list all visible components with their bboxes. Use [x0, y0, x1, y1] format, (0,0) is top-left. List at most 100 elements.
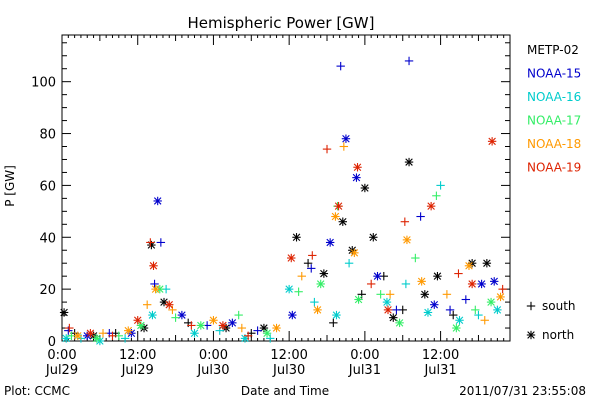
north-point: [490, 277, 499, 286]
marker-stroke: [361, 184, 369, 192]
south-point: [187, 321, 196, 330]
north-point: [92, 334, 101, 343]
south-point: [310, 297, 319, 307]
south-point: [234, 310, 243, 320]
x-tick-date-label: Jul30: [196, 363, 229, 378]
south-point: [411, 253, 420, 263]
data-points: [59, 56, 507, 346]
y-tick-label: 40: [39, 231, 56, 246]
north-point: [338, 217, 347, 226]
north-point: [292, 233, 301, 242]
marker-stroke: [403, 236, 411, 244]
legend-entry-noaa-16: NOAA-16: [527, 90, 581, 104]
north-point: [136, 321, 146, 330]
marker-stroke: [288, 311, 297, 319]
y-axis-label: P [GW]: [3, 165, 17, 207]
x-tick-date-label: Jul31: [423, 363, 456, 378]
north-point: [373, 271, 382, 281]
south-point: [385, 290, 395, 299]
south-point: [442, 290, 452, 299]
marker-stroke: [354, 295, 363, 304]
y-tick-label: 80: [39, 128, 56, 143]
north-point: [369, 233, 378, 242]
marker-stroke: [488, 137, 496, 146]
marker-stroke: [465, 262, 473, 270]
north-point: [133, 316, 142, 325]
south-point: [142, 300, 152, 309]
marker-stroke: [421, 290, 429, 299]
south-point: [108, 331, 117, 341]
marker-stroke: [383, 298, 391, 306]
south-point: [297, 271, 306, 281]
chart-title: Hemispheric Power [GW]: [188, 14, 375, 32]
marker-stroke: [405, 158, 413, 166]
marker-stroke: [74, 332, 82, 340]
north-point: [452, 323, 461, 333]
marker-stroke: [133, 316, 142, 325]
north-point: [153, 196, 162, 206]
marker-stroke: [326, 238, 334, 247]
south-point: [436, 181, 445, 190]
north-point: [360, 183, 370, 193]
marker-stroke: [313, 306, 322, 314]
marker-stroke: [124, 326, 133, 335]
north-point: [149, 261, 158, 270]
north-point: [420, 290, 430, 299]
south-point: [401, 279, 411, 289]
south-point: [432, 191, 441, 200]
marker-stroke: [287, 254, 296, 262]
north-point: [316, 279, 325, 289]
north-point: [272, 323, 281, 333]
north-point: [73, 331, 82, 341]
marker-stroke: [389, 313, 398, 322]
south-point: [322, 144, 332, 154]
marker-stroke: [190, 329, 199, 337]
y-tick-label: 60: [39, 179, 56, 194]
series-noaa-15: [64, 56, 499, 341]
north-point: [86, 329, 95, 338]
north-point: [353, 163, 362, 172]
north-point: [209, 316, 218, 325]
legend-entry-metp-02: METP-02: [527, 43, 579, 57]
north-point: [423, 308, 433, 317]
marker-legend: south north: [526, 299, 576, 342]
north-point: [486, 297, 496, 307]
north-point: [382, 297, 392, 307]
marker-stroke: [151, 285, 160, 293]
y-tick-label: 100: [31, 76, 56, 91]
marker-stroke: [352, 173, 361, 182]
y-tick-label: 20: [39, 283, 56, 298]
marker-stroke: [424, 308, 432, 317]
south-point: [480, 316, 489, 325]
marker-stroke: [339, 217, 347, 226]
x-tick-time-label: 12:00: [422, 348, 459, 363]
south-point: [366, 279, 376, 289]
marker-stroke: [228, 319, 237, 327]
marker-stroke: [527, 331, 535, 339]
south-point: [171, 313, 180, 322]
x-axis-label: Date and Time: [241, 384, 329, 398]
north-point: [331, 212, 340, 221]
north-point: [352, 173, 361, 182]
marker-stroke: [490, 277, 498, 286]
x-axis: 0:00Jul2912:00Jul290:00Jul3012:00Jul300:…: [45, 35, 511, 378]
south-point: [303, 259, 313, 268]
north-point: [228, 318, 237, 328]
marker-stroke: [395, 319, 404, 327]
marker-stroke: [137, 321, 145, 330]
marker-stroke: [209, 316, 218, 325]
south-point: [416, 212, 425, 221]
north-point: [477, 279, 486, 289]
north-point: [350, 248, 359, 258]
south-point: [445, 305, 455, 315]
north-point: [165, 300, 174, 309]
marker-stroke: [219, 321, 227, 330]
marker-stroke: [496, 293, 505, 301]
marker-stroke: [427, 202, 435, 210]
north-point: [59, 308, 69, 317]
marker-stroke: [477, 280, 486, 288]
south-point: [400, 217, 410, 226]
marker-stroke: [334, 202, 343, 210]
legend-entry-noaa-19: NOAA-19: [527, 161, 581, 175]
marker-stroke: [350, 249, 359, 257]
